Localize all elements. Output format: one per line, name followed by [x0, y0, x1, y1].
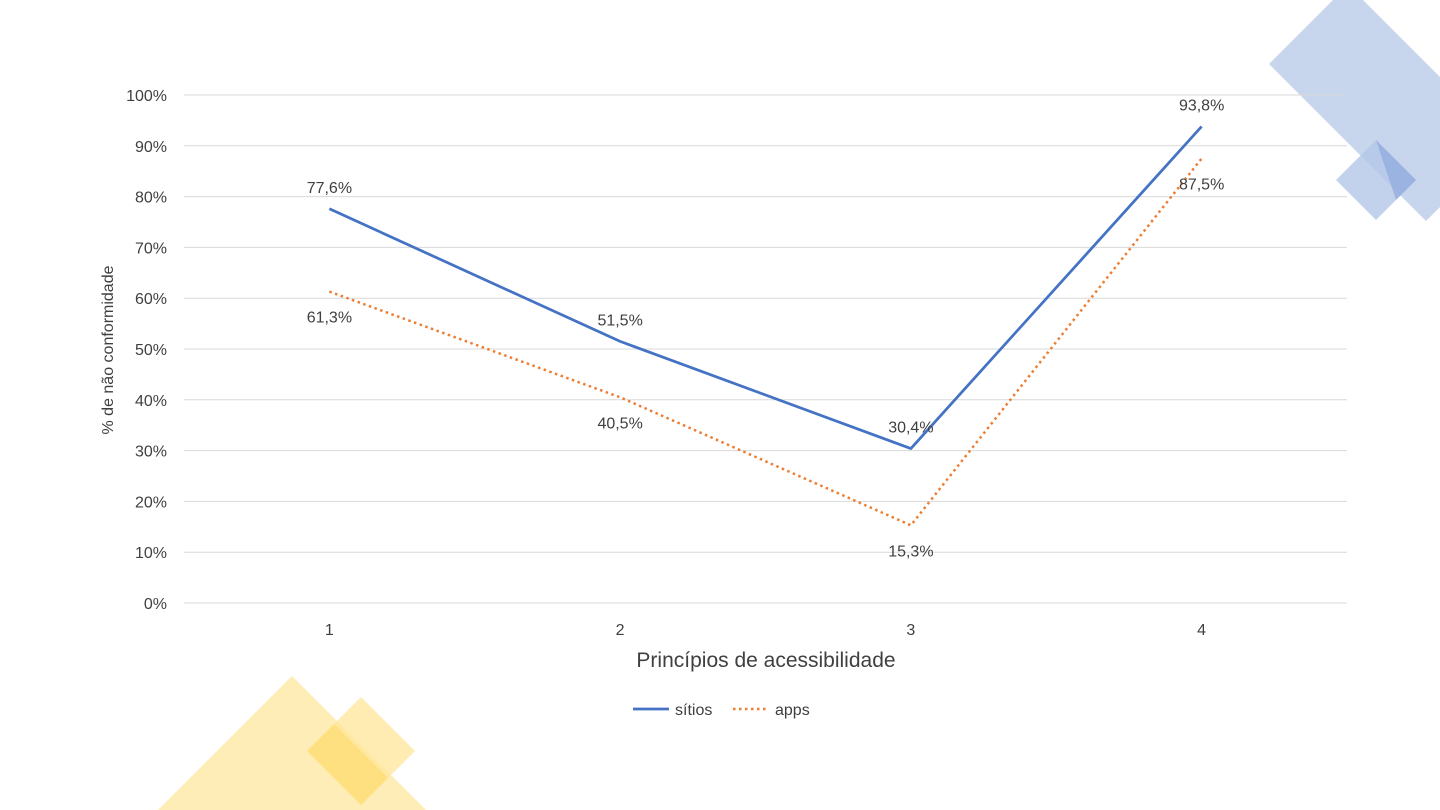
y-tick-label: 50% — [135, 342, 167, 359]
data-label: 93,8% — [1179, 97, 1224, 114]
y-tick-label: 90% — [135, 139, 167, 156]
data-label: 61,3% — [307, 310, 352, 327]
y-tick-label: 100% — [126, 88, 167, 105]
x-tick-label: 3 — [906, 622, 915, 639]
x-tick-label: 2 — [616, 622, 625, 639]
data-label: 30,4% — [888, 420, 933, 437]
x-axis-ticks: 1 2 3 4 — [325, 622, 1206, 639]
gridlines — [184, 94, 1347, 604]
series-line-sitios — [328, 125, 1203, 450]
x-axis-title: Princípios de acessibilidade — [636, 649, 895, 672]
y-axis-ticks: 0% 10% 20% 30% 40% 50% 60% 70% 80% 90% 100% — [126, 88, 167, 613]
data-label: 77,6% — [307, 180, 352, 197]
decor-shape — [1376, 140, 1416, 200]
data-labels: 77,6% 51,5% 30,4% 93,8% 61,3% 40,5% 15,3% 87,5% — [307, 97, 1225, 560]
data-label: 40,5% — [597, 415, 642, 432]
data-label: 87,5% — [1179, 177, 1224, 194]
y-tick-label: 80% — [135, 190, 167, 207]
legend-label: sítios — [675, 702, 712, 719]
decorative-shapes — [158, 0, 1440, 810]
y-tick-label: 30% — [135, 444, 167, 461]
data-label: 15,3% — [888, 543, 933, 560]
y-tick-label: 0% — [144, 596, 167, 613]
y-tick-label: 20% — [135, 494, 167, 511]
x-tick-label: 1 — [325, 622, 334, 639]
y-tick-label: 10% — [135, 545, 167, 562]
series-lines — [328, 125, 1203, 527]
x-tick-label: 4 — [1197, 622, 1206, 639]
y-tick-label: 70% — [135, 240, 167, 257]
legend: sítios apps — [633, 702, 810, 719]
y-tick-label: 40% — [135, 393, 167, 410]
y-tick-label: 60% — [135, 291, 167, 308]
y-axis-title: % de não conformidade — [100, 265, 117, 434]
series-line-apps — [328, 157, 1203, 527]
legend-label: apps — [775, 702, 810, 719]
decor-shape — [307, 724, 388, 805]
data-label: 51,5% — [597, 312, 642, 329]
